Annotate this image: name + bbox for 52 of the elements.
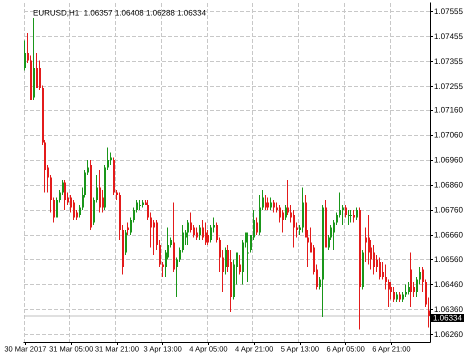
candlestick bbox=[153, 219, 155, 256]
candlestick bbox=[196, 226, 198, 240]
y-tick-label: 1.06260 bbox=[434, 330, 464, 340]
y-tick-label: 1.06360 bbox=[434, 305, 464, 314]
candlestick bbox=[282, 209, 284, 233]
candlestick bbox=[410, 252, 412, 308]
y-tick-label: 1.07060 bbox=[434, 130, 464, 140]
candlestick bbox=[270, 196, 272, 210]
candlestick bbox=[199, 224, 201, 240]
y-tick-label: 1.07160 bbox=[434, 106, 464, 115]
candlestick bbox=[247, 232, 249, 283]
candlestick bbox=[373, 244, 375, 276]
y-tick-label: 1.06960 bbox=[434, 156, 464, 165]
y-tick-label: 1.06560 bbox=[434, 255, 464, 264]
candlestick bbox=[379, 256, 381, 280]
candlestick bbox=[399, 292, 401, 303]
candlestick bbox=[356, 206, 358, 220]
text: EURUSD,H1 1.06357 1.06408 1.06288 1.06334 bbox=[33, 8, 207, 18]
candlestick bbox=[353, 209, 355, 223]
candlestick bbox=[99, 170, 101, 213]
candlestick bbox=[110, 152, 112, 166]
y-tick-label: 1.07355 bbox=[434, 57, 464, 66]
candlestick bbox=[73, 199, 75, 220]
candlestick bbox=[256, 216, 258, 236]
candlestick bbox=[64, 179, 66, 210]
y-tick-label: 1.06760 bbox=[434, 205, 464, 214]
candlestick bbox=[27, 32, 29, 64]
candlestick bbox=[396, 292, 398, 303]
candlestick bbox=[267, 196, 269, 210]
candlestick bbox=[273, 199, 275, 213]
candlestick bbox=[127, 222, 129, 236]
candlestick bbox=[293, 209, 295, 248]
ref-line-label: 1.06334 bbox=[433, 314, 462, 323]
y-tick-label: 1.07455 bbox=[434, 32, 464, 42]
candlestick bbox=[187, 219, 189, 246]
candlestick bbox=[139, 199, 141, 210]
candlestick bbox=[350, 209, 352, 223]
y-tick-label: 1.07555 bbox=[434, 7, 464, 16]
candlestick bbox=[393, 286, 395, 303]
y-tick-label: 1.07255 bbox=[434, 82, 464, 92]
candlestick bbox=[239, 254, 241, 276]
candlestick bbox=[345, 204, 347, 218]
candlestick bbox=[36, 52, 38, 88]
candlestick bbox=[365, 226, 367, 263]
candlestick bbox=[342, 204, 344, 226]
candlestick bbox=[408, 282, 410, 296]
y-tick-label: 1.06660 bbox=[434, 230, 464, 240]
y-tick-label: 1.06460 bbox=[434, 280, 464, 290]
candlestick bbox=[405, 284, 407, 298]
candlestick bbox=[24, 40, 26, 71]
y-tick-label: 1.06860 bbox=[434, 180, 464, 190]
candlestick bbox=[193, 224, 195, 238]
